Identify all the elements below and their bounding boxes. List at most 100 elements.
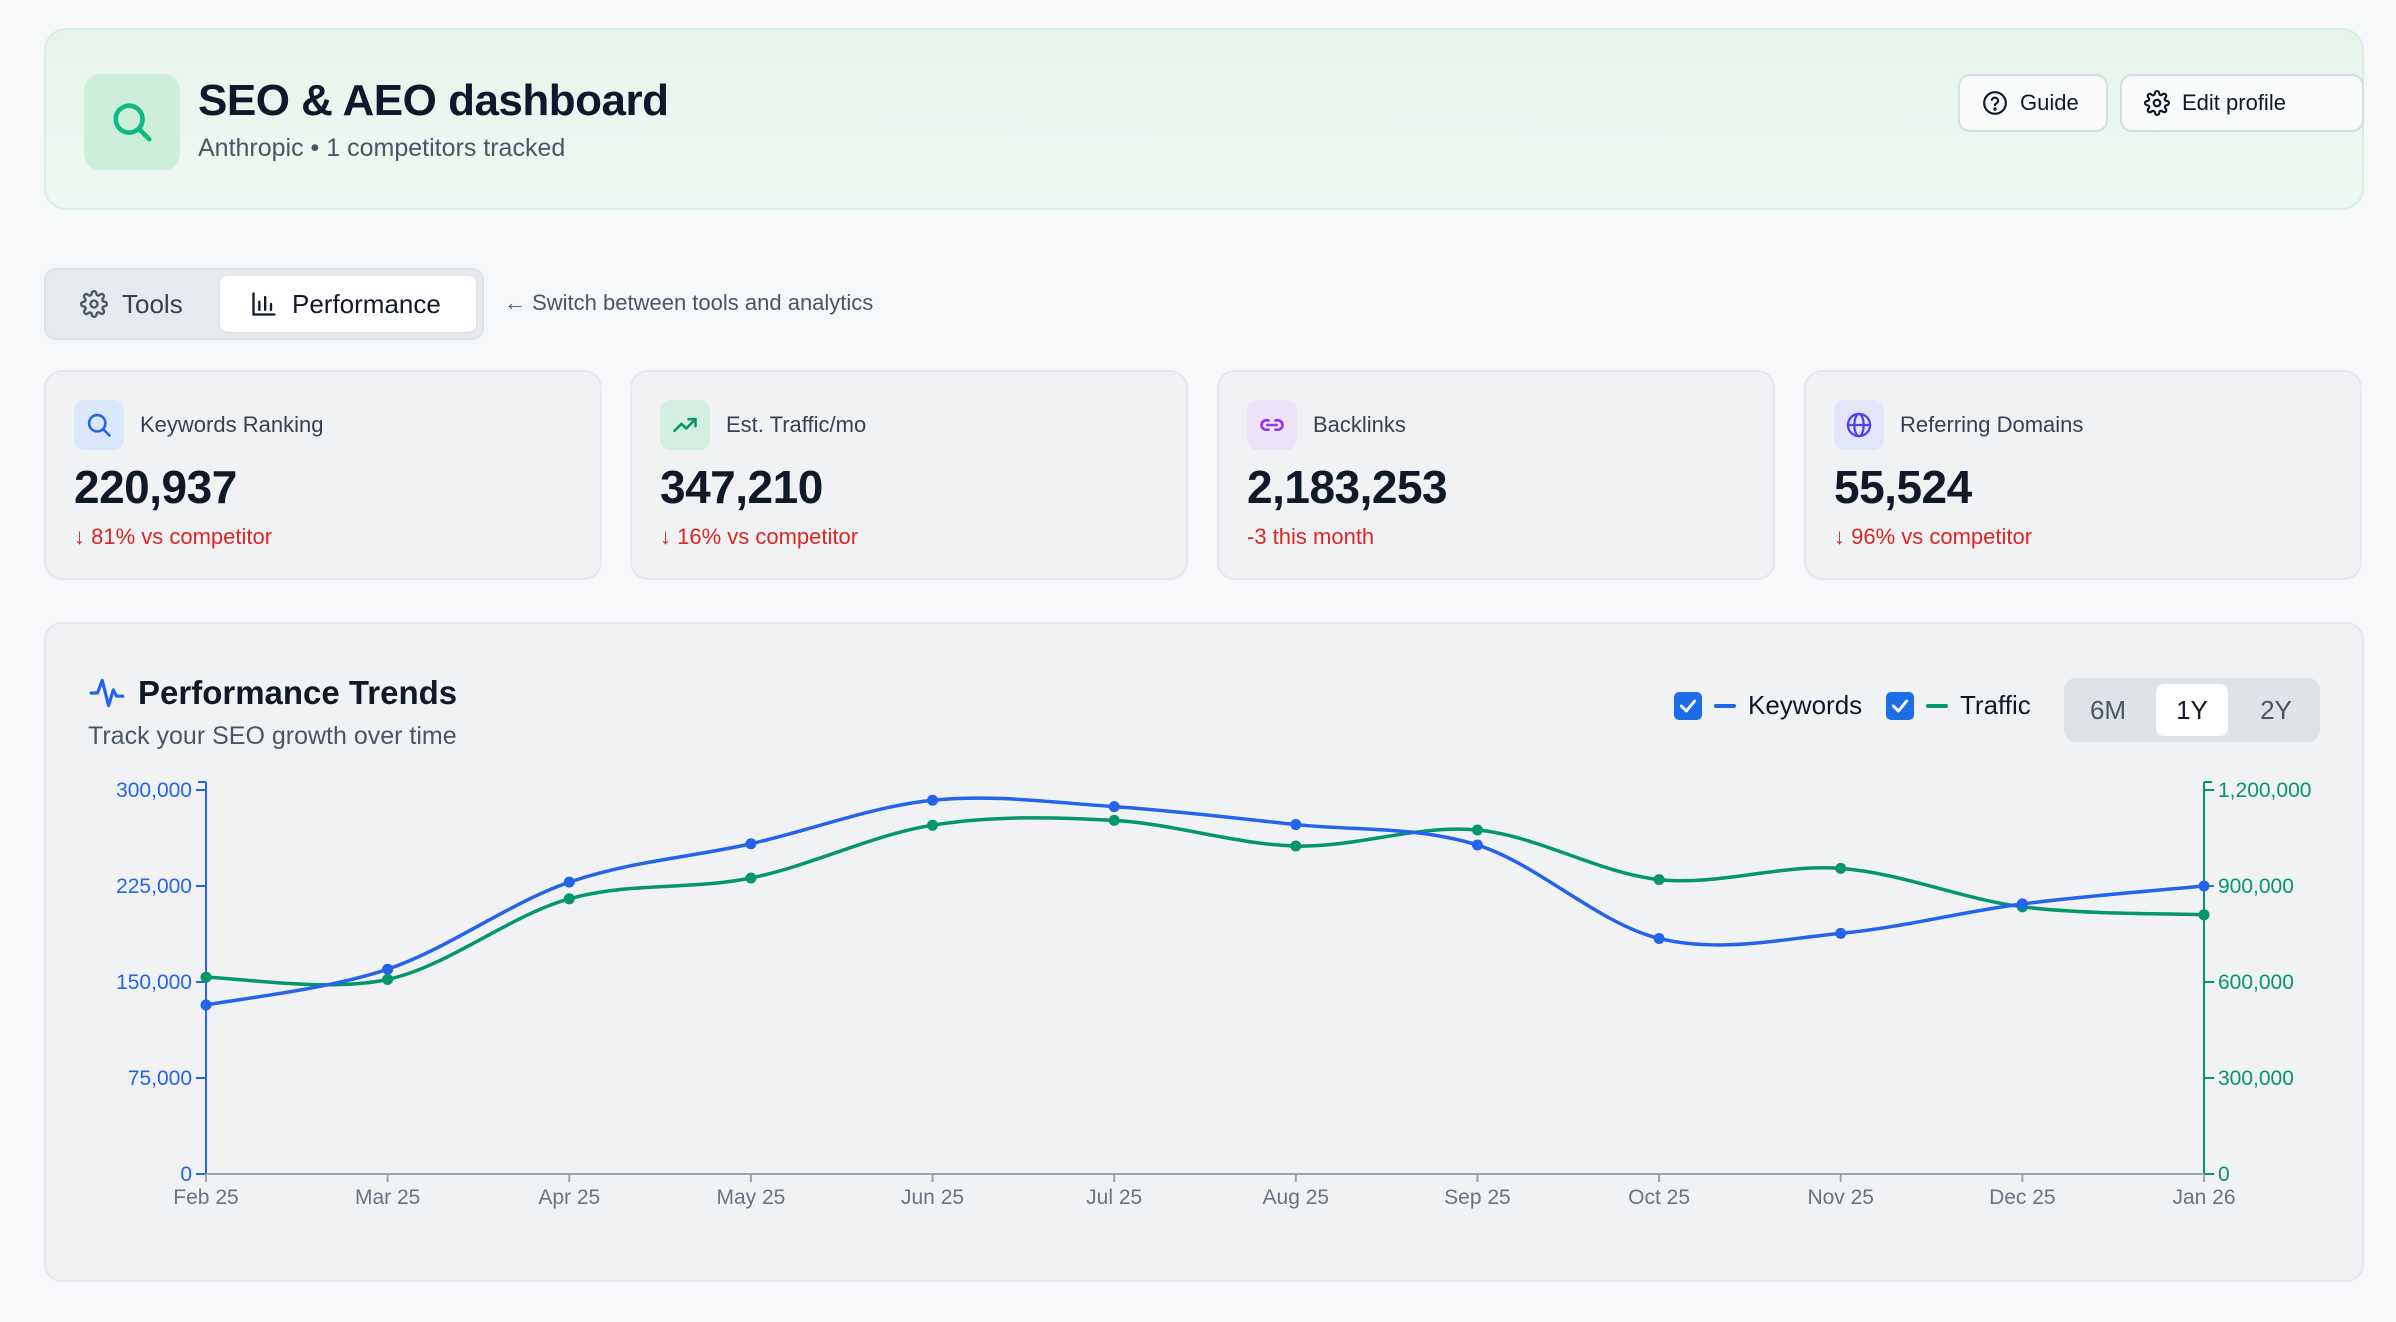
tab-performance[interactable]: Performance bbox=[220, 276, 476, 332]
keywords-data-point bbox=[1108, 801, 1120, 813]
page-subtitle: Anthropic • 1 competitors tracked bbox=[198, 134, 566, 162]
stat-label: Est. Traffic/mo bbox=[726, 412, 867, 437]
stat-card-referring-domains: Referring Domains 55,524 ↓ 96% vs compet… bbox=[1804, 370, 2362, 580]
guide-button[interactable]: Guide bbox=[1958, 74, 2108, 132]
stat-label: Referring Domains bbox=[1900, 412, 2084, 437]
stat-delta: ↓ 81% vs competitor bbox=[74, 524, 273, 549]
stat-delta: -3 this month bbox=[1247, 524, 1375, 549]
trends-subtitle: Track your SEO growth over time bbox=[88, 722, 457, 750]
view-tabs: Tools Performance bbox=[44, 268, 484, 340]
help-circle-icon bbox=[1983, 91, 2007, 115]
range-6m-button[interactable]: 6M bbox=[2089, 694, 2127, 725]
globe-icon bbox=[1846, 412, 1872, 438]
x-tick-label: Apr 25 bbox=[538, 1186, 600, 1209]
check-icon bbox=[1891, 699, 1909, 712]
traffic-data-point bbox=[2198, 909, 2210, 921]
traffic-data-point bbox=[1835, 862, 1847, 874]
tab-tools-label: Tools bbox=[122, 288, 183, 319]
legend-keywords-toggle[interactable]: Keywords bbox=[1674, 690, 1862, 721]
stat-value: 347,210 bbox=[660, 461, 823, 513]
y-tick-label-left: 0 bbox=[180, 1163, 192, 1186]
search-icon bbox=[87, 413, 111, 437]
keywords-data-point bbox=[2198, 880, 2210, 892]
stat-card-keywords: Keywords Ranking 220,937 ↓ 81% vs compet… bbox=[44, 370, 602, 580]
stat-icon-tile bbox=[74, 400, 124, 450]
keywords-data-point bbox=[563, 876, 575, 888]
x-tick-label: Jul 25 bbox=[1086, 1186, 1142, 1209]
legend-keywords-label: Keywords bbox=[1748, 690, 1863, 720]
stat-value: 2,183,253 bbox=[1247, 461, 1448, 513]
y-tick-label-left: 225,000 bbox=[116, 875, 192, 898]
y-tick-label-right: 600,000 bbox=[2218, 971, 2294, 994]
traffic-data-point bbox=[1471, 824, 1483, 836]
stat-icon-tile bbox=[660, 400, 710, 450]
x-tick-label: Nov 25 bbox=[1807, 1186, 1874, 1209]
edit-profile-button[interactable]: Edit profile bbox=[2120, 74, 2364, 132]
header-card: SEO & AEO dashboard Anthropic • 1 compet… bbox=[44, 28, 2364, 210]
x-tick-label: Dec 25 bbox=[1989, 1186, 2056, 1209]
logo-tile bbox=[84, 74, 180, 170]
traffic-series-line bbox=[205, 816, 2205, 987]
keywords-data-point bbox=[745, 838, 757, 850]
stat-delta: ↓ 16% vs competitor bbox=[660, 524, 859, 549]
x-tick-label: Jun 25 bbox=[901, 1186, 964, 1209]
traffic-data-point bbox=[1290, 840, 1302, 852]
stat-delta: ↓ 96% vs competitor bbox=[1834, 524, 2033, 549]
link-icon bbox=[1260, 419, 1284, 431]
tab-performance-label: Performance bbox=[292, 288, 441, 319]
y-tick-label-right: 1,200,000 bbox=[2218, 779, 2311, 802]
traffic-data-point bbox=[382, 973, 394, 985]
stat-icon-tile bbox=[1834, 400, 1884, 450]
traffic-data-point bbox=[1653, 874, 1665, 886]
performance-chart: 0 75,000 150,000 225,000 300,000 0 300,000 600,… bbox=[116, 779, 2311, 1209]
guide-label: Guide bbox=[2020, 90, 2079, 115]
activity-icon bbox=[89, 678, 125, 708]
traffic-data-point bbox=[1108, 814, 1120, 826]
stat-label: Keywords Ranking bbox=[140, 412, 324, 437]
traffic-data-point bbox=[745, 872, 757, 884]
keywords-series-line bbox=[205, 796, 2205, 1007]
stat-card-backlinks: Backlinks 2,183,253 -3 this month bbox=[1217, 370, 1775, 580]
x-tick-label: Sep 25 bbox=[1444, 1186, 1511, 1209]
traffic-checkbox[interactable] bbox=[1886, 691, 1914, 720]
keywords-data-point bbox=[382, 963, 394, 975]
stat-value: 220,937 bbox=[74, 461, 237, 513]
edit-profile-label: Edit profile bbox=[2182, 90, 2286, 115]
gear-icon bbox=[2144, 90, 2170, 116]
y-tick-label-left: 75,000 bbox=[128, 1067, 192, 1090]
x-tick-label: Jan 26 bbox=[2172, 1186, 2235, 1209]
keywords-data-point bbox=[200, 999, 212, 1011]
range-1y-button[interactable]: 1Y bbox=[2156, 684, 2228, 736]
y-tick-label-right: 900,000 bbox=[2218, 875, 2294, 898]
traffic-swatch bbox=[1926, 703, 1948, 708]
y-tick-label-right: 0 bbox=[2218, 1163, 2230, 1186]
legend-traffic-label: Traffic bbox=[1960, 690, 2031, 720]
traffic-data-point bbox=[927, 819, 939, 831]
stat-label: Backlinks bbox=[1313, 412, 1406, 437]
tab-tools[interactable]: Tools bbox=[80, 276, 183, 332]
y-tick-label-right: 300,000 bbox=[2218, 1067, 2294, 1090]
traffic-data-point bbox=[563, 893, 575, 905]
gear-icon bbox=[80, 290, 108, 318]
y-tick-label-left: 150,000 bbox=[116, 971, 192, 994]
range-2y-button[interactable]: 2Y bbox=[2260, 694, 2292, 725]
x-tick-label: May 25 bbox=[716, 1186, 785, 1209]
bar-chart-icon bbox=[252, 292, 276, 316]
keywords-data-point bbox=[927, 794, 939, 806]
keywords-data-point bbox=[1835, 927, 1847, 939]
performance-trends-card: Performance Trends Track your SEO growth… bbox=[44, 622, 2364, 1282]
keywords-checkbox[interactable] bbox=[1674, 691, 1702, 720]
x-tick-label: Feb 25 bbox=[173, 1186, 238, 1209]
stat-value: 55,524 bbox=[1834, 461, 1972, 513]
time-range-selector: 6M 1Y 2Y bbox=[2064, 678, 2320, 742]
trending-up-icon bbox=[673, 417, 697, 433]
check-icon bbox=[1679, 699, 1697, 712]
legend-traffic-toggle[interactable]: Traffic bbox=[1886, 690, 2031, 721]
stat-card-traffic: Est. Traffic/mo 347,210 ↓ 16% vs competi… bbox=[630, 370, 1188, 580]
y-tick-label-left: 300,000 bbox=[116, 779, 192, 802]
keywords-swatch bbox=[1714, 703, 1736, 708]
tabs-hint: ← Switch between tools and analytics bbox=[504, 290, 874, 315]
stat-icon-tile bbox=[1247, 400, 1297, 450]
page-title: SEO & AEO dashboard bbox=[198, 76, 669, 125]
x-tick-label: Mar 25 bbox=[355, 1186, 420, 1209]
